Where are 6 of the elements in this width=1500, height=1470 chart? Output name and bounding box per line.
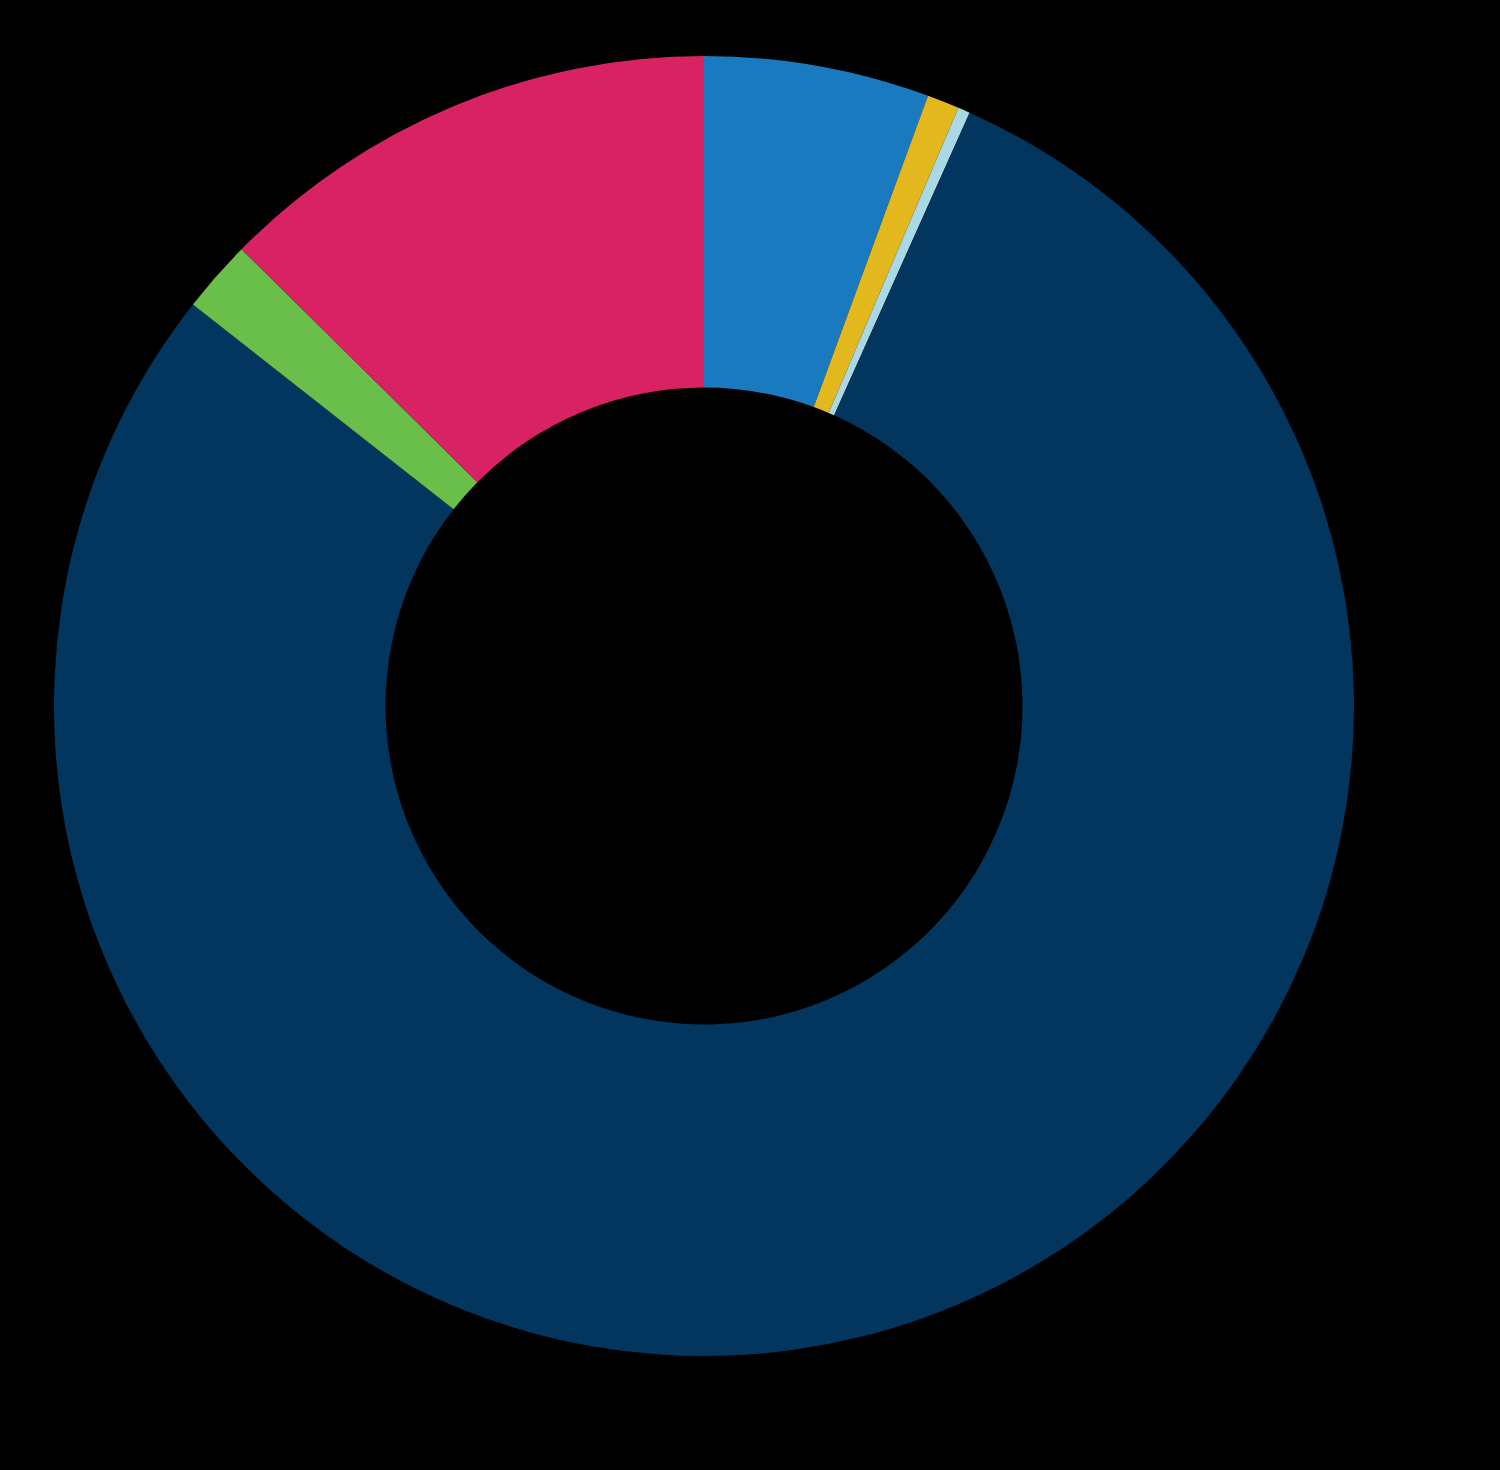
donut-slice [54, 112, 1354, 1356]
donut-slice [813, 95, 959, 413]
donut-slice [192, 249, 478, 510]
donut-slice [704, 56, 929, 408]
donut-slice [828, 107, 970, 416]
donut-slice [241, 56, 704, 483]
